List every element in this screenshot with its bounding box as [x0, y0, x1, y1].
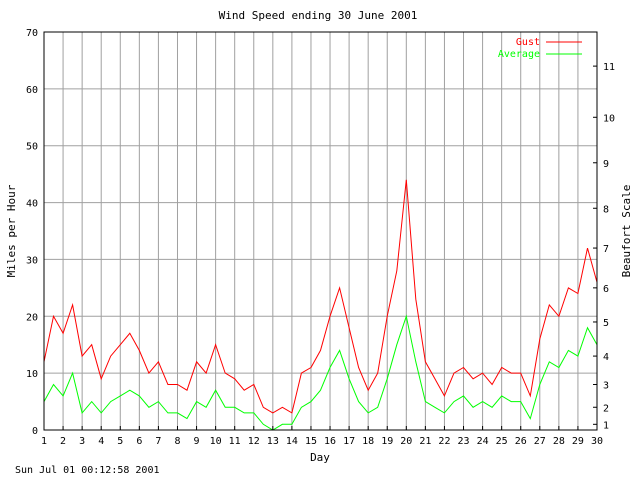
- x-tick-label: 16: [324, 436, 336, 447]
- y-axis-label: Miles per Hour: [5, 184, 18, 277]
- x-tick-label: 12: [248, 436, 260, 447]
- x-tick-label: 11: [229, 436, 241, 447]
- x-tick-label: 7: [155, 436, 161, 447]
- legend-label-average: Average: [498, 49, 540, 60]
- y-tick-label: 50: [26, 142, 38, 153]
- x-tick-label: 20: [400, 436, 412, 447]
- y-tick-label: 10: [26, 369, 38, 380]
- x-tick-label: 17: [343, 436, 355, 447]
- beaufort-tick-label: 7: [603, 244, 609, 255]
- beaufort-tick-label: 2: [603, 403, 609, 414]
- x-tick-label: 26: [515, 436, 527, 447]
- x-tick-label: 28: [553, 436, 565, 447]
- x-tick-label: 23: [457, 436, 469, 447]
- x-tick-label: 30: [591, 436, 603, 447]
- y-tick-label: 20: [26, 312, 38, 323]
- x-tick-label: 9: [194, 436, 200, 447]
- beaufort-tick-label: 1: [603, 420, 609, 431]
- legend-label-gust: Gust: [516, 37, 540, 48]
- plot-border: [43, 31, 598, 431]
- x-tick-label: 15: [305, 436, 317, 447]
- x-tick-label: 21: [419, 436, 431, 447]
- x-tick-label: 29: [572, 436, 584, 447]
- series-line-gust: [43, 179, 598, 414]
- beaufort-tick-label: 8: [603, 204, 609, 215]
- footer-timestamp: Sun Jul 01 00:12:58 2001: [15, 465, 160, 476]
- x-tick-label: 13: [267, 436, 279, 447]
- y-tick-label: 60: [26, 85, 38, 96]
- x-tick-label: 14: [286, 436, 298, 447]
- x-tick-label: 10: [210, 436, 222, 447]
- y-axis-right-label: Beaufort Scale: [620, 185, 633, 278]
- beaufort-tick-label: 5: [603, 318, 609, 329]
- beaufort-tick-label: 11: [603, 62, 615, 73]
- x-tick-label: 6: [136, 436, 142, 447]
- y-tick-label: 0: [32, 426, 38, 437]
- y-tick-label: 70: [26, 28, 38, 39]
- x-tick-label: 2: [60, 436, 66, 447]
- beaufort-tick-label: 4: [603, 352, 609, 363]
- x-tick-label: 18: [362, 436, 374, 447]
- y-tick-label: 40: [26, 199, 38, 210]
- x-tick-label: 8: [174, 436, 180, 447]
- x-axis-label: Day: [310, 451, 330, 464]
- x-tick-label: 22: [438, 436, 450, 447]
- x-tick-label: 27: [534, 436, 546, 447]
- beaufort-tick-label: 3: [603, 381, 609, 392]
- x-tick-label: 19: [381, 436, 393, 447]
- y-tick-label: 30: [26, 255, 38, 266]
- x-tick-label: 5: [117, 436, 123, 447]
- axes: 1 2 3 4 5 6 7 8 9 10 11 12 13 14 15 16 17 18 19 20 21 22 23 24 2…: [26, 28, 615, 447]
- x-tick-label: 1: [41, 436, 47, 447]
- chart-title: Wind Speed ending 30 June 2001: [219, 9, 418, 22]
- series-layer: [43, 179, 598, 431]
- beaufort-tick-label: 9: [603, 159, 609, 170]
- series-line-average: [43, 314, 598, 431]
- x-tick-label: 4: [98, 436, 104, 447]
- x-tick-label: 3: [79, 436, 85, 447]
- x-tick-label: 25: [496, 436, 508, 447]
- x-tick-label: 24: [477, 436, 489, 447]
- beaufort-tick-label: 6: [603, 284, 609, 295]
- beaufort-tick-label: 10: [603, 113, 615, 124]
